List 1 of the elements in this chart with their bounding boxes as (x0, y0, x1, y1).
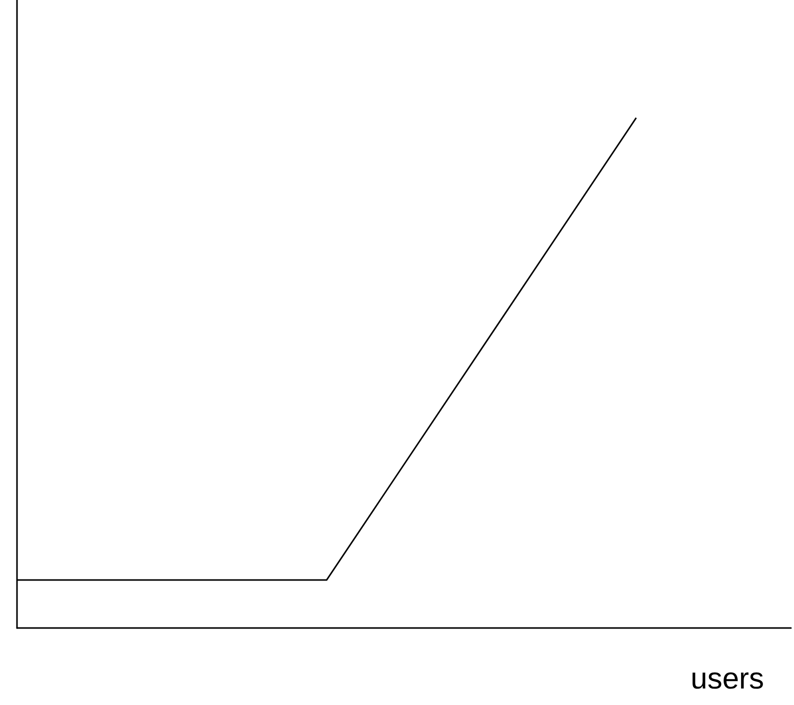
x-axis-title: users (690, 662, 764, 696)
